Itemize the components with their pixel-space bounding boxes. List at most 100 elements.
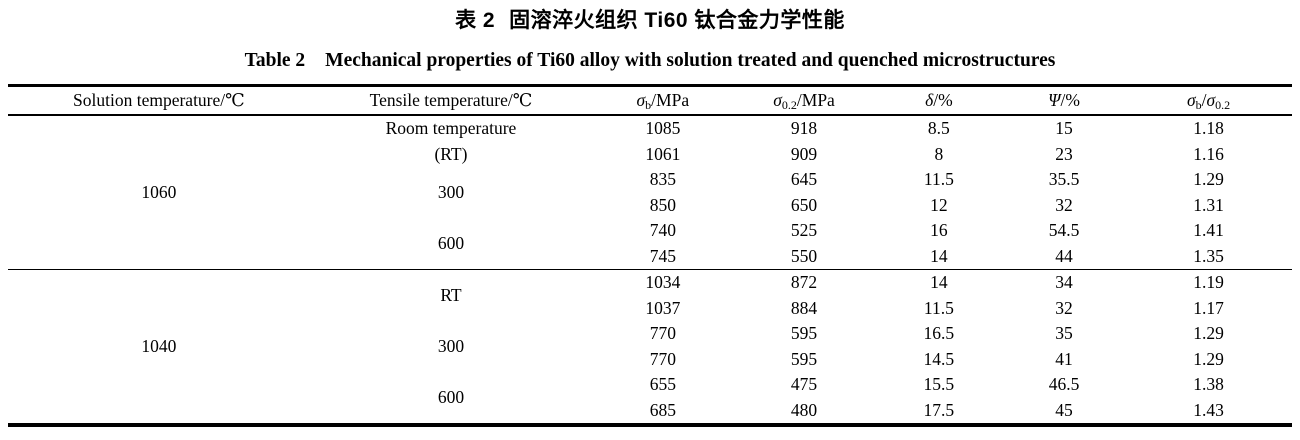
section-1040: 1040 RT 1034 872 14 34 1.19 1037 884 11.… xyxy=(8,269,1292,426)
cell-psi: 45 xyxy=(1055,399,1073,420)
tensile-temp-group-rt: Room temperature (RT) xyxy=(310,115,592,167)
table-row: 300 835 645 11.5 35.5 1.29 xyxy=(8,167,1292,202)
col-header-solution-temperature: Solution temperature/℃ xyxy=(73,90,245,110)
tensile-temp-line1: 300 xyxy=(437,181,465,202)
cell-sigma-02: 550 xyxy=(790,245,818,266)
cell-ratio: 1.38 xyxy=(1193,374,1224,394)
cell-psi: 32 xyxy=(1055,297,1073,318)
col-header-delta: δ/% xyxy=(875,86,1003,116)
table-row: 770 595 14.5 41 1.29 xyxy=(8,347,1292,373)
delta-unit: /% xyxy=(933,90,953,110)
table-caption-english: Table 2 Mechanical properties of Ti60 all… xyxy=(0,48,1300,73)
section-1060: 1060 Room temperature (RT) 1085 918 8.5 … xyxy=(8,115,1292,270)
cell-ratio: 1.16 xyxy=(1193,143,1224,164)
cell-sigma-02: 595 xyxy=(790,348,818,369)
cell-ratio: 1.43 xyxy=(1193,399,1224,420)
col-header-tensile-temperature: Tensile temperature/℃ xyxy=(369,90,533,110)
tensile-temp-group-300: 300 xyxy=(310,167,592,218)
tensile-temp-line1: Room temperature xyxy=(385,118,517,138)
cell-psi: 41 xyxy=(1055,348,1073,369)
cell-sigma-b: 770 xyxy=(649,323,676,343)
mechanical-properties-table: Solution temperature/℃ Tensile temperatu… xyxy=(8,84,1292,427)
cell-ratio: 1.29 xyxy=(1193,348,1224,369)
cell-ratio: 1.31 xyxy=(1193,194,1224,215)
sigma-02-subscript: 0.2 xyxy=(781,98,797,112)
table-caption-chinese: 表 2 固溶淬火组织 Ti60 钛合金力学性能 xyxy=(0,8,1300,34)
table-row: 600 740 525 16 54.5 1.41 xyxy=(8,218,1292,253)
sigma-symbol: σ xyxy=(636,90,646,110)
tensile-temp-line1: RT xyxy=(440,284,462,305)
cell-sigma-02: 480 xyxy=(790,399,818,420)
cell-ratio: 1.35 xyxy=(1193,245,1224,266)
sigma-symbol: σ xyxy=(1186,90,1196,110)
table-row: 1061 909 8 23 1.16 xyxy=(8,142,1292,168)
cell-sigma-02: 909 xyxy=(790,143,818,164)
cell-psi: 32 xyxy=(1055,194,1073,215)
tensile-temp-line1: 600 xyxy=(437,386,465,407)
cell-delta: 15.5 xyxy=(923,374,955,394)
ratio-slash: / xyxy=(1201,90,1207,110)
cell-delta: 16 xyxy=(930,220,948,240)
cell-sigma-02: 872 xyxy=(790,272,818,292)
cell-psi: 23 xyxy=(1055,143,1073,164)
tensile-temp-group-600: 600 xyxy=(310,218,592,270)
col-header-psi: Ψ/% xyxy=(1003,86,1125,116)
sigma-symbol: σ xyxy=(1206,90,1216,110)
table-row: 685 480 17.5 45 1.43 xyxy=(8,398,1292,426)
table-row: 1040 RT 1034 872 14 34 1.19 xyxy=(8,270,1292,356)
cell-sigma-b: 1061 xyxy=(645,143,681,164)
tensile-temp-line1: 300 xyxy=(437,335,465,356)
tensile-temp-group-rt: RT xyxy=(310,270,592,322)
table-number-english: Table 2 xyxy=(244,50,306,71)
cell-sigma-b: 770 xyxy=(649,348,676,369)
cell-sigma-b: 1085 xyxy=(645,118,681,138)
cell-ratio: 1.17 xyxy=(1193,297,1224,318)
tensile-temp-group-600: 600 xyxy=(310,372,592,425)
cell-ratio: 1.29 xyxy=(1193,323,1224,343)
col-header-sigma-ratio: σb/σ0.2 xyxy=(1125,86,1292,116)
cell-sigma-02: 475 xyxy=(790,374,818,394)
psi-unit: /% xyxy=(1060,90,1080,110)
table-row: 600 655 475 15.5 46.5 1.38 xyxy=(8,372,1292,407)
cell-psi: 44 xyxy=(1055,245,1073,266)
sigma-02-unit: /MPa xyxy=(796,90,835,110)
col-header-sigma-b: σb/MPa xyxy=(592,86,733,116)
tensile-temp-line1: 600 xyxy=(437,232,465,253)
cell-sigma-b: 835 xyxy=(649,169,676,189)
tensile-temp-line2: (RT) xyxy=(434,143,468,164)
table-header-row: Solution temperature/℃ Tensile temperatu… xyxy=(8,86,1292,116)
cell-sigma-b: 740 xyxy=(649,220,676,240)
cell-sigma-02: 650 xyxy=(790,194,818,215)
cell-psi: 46.5 xyxy=(1048,374,1080,394)
cell-sigma-02: 525 xyxy=(790,220,818,240)
cell-psi: 15 xyxy=(1055,118,1073,138)
cell-sigma-b: 850 xyxy=(649,194,676,215)
cell-delta: 11.5 xyxy=(923,297,954,318)
cell-sigma-b: 1034 xyxy=(645,272,681,292)
cell-sigma-02: 918 xyxy=(790,118,818,138)
cell-sigma-02: 595 xyxy=(790,323,818,343)
cell-sigma-b: 655 xyxy=(649,374,676,394)
cell-ratio: 1.19 xyxy=(1193,272,1224,292)
solution-temp-cell: 1060 xyxy=(141,181,177,202)
table-number-chinese: 表 2 xyxy=(455,9,496,32)
cell-psi: 34 xyxy=(1055,272,1073,292)
cell-delta: 12 xyxy=(930,194,948,215)
table-row: 300 770 595 16.5 35 1.29 xyxy=(8,321,1292,356)
table-caption-english-text: Mechanical properties of Ti60 alloy with… xyxy=(325,50,1056,71)
table-row: 745 550 14 44 1.35 xyxy=(8,244,1292,270)
sigma-b-subscript: b xyxy=(1195,98,1202,112)
sigma-symbol: σ xyxy=(773,90,782,110)
tensile-temp-group-300: 300 xyxy=(310,321,592,372)
cell-ratio: 1.29 xyxy=(1193,169,1224,189)
cell-delta: 16.5 xyxy=(923,323,955,343)
cell-sigma-b: 685 xyxy=(649,399,676,420)
psi-symbol: Ψ xyxy=(1048,90,1061,110)
table-row: 1060 Room temperature (RT) 1085 918 8.5 … xyxy=(8,115,1292,202)
delta-symbol: δ xyxy=(925,90,934,110)
table-row: 850 650 12 32 1.31 xyxy=(8,193,1292,219)
cell-psi: 35 xyxy=(1055,323,1073,343)
cell-delta: 17.5 xyxy=(923,399,955,420)
cell-psi: 54.5 xyxy=(1048,220,1080,240)
